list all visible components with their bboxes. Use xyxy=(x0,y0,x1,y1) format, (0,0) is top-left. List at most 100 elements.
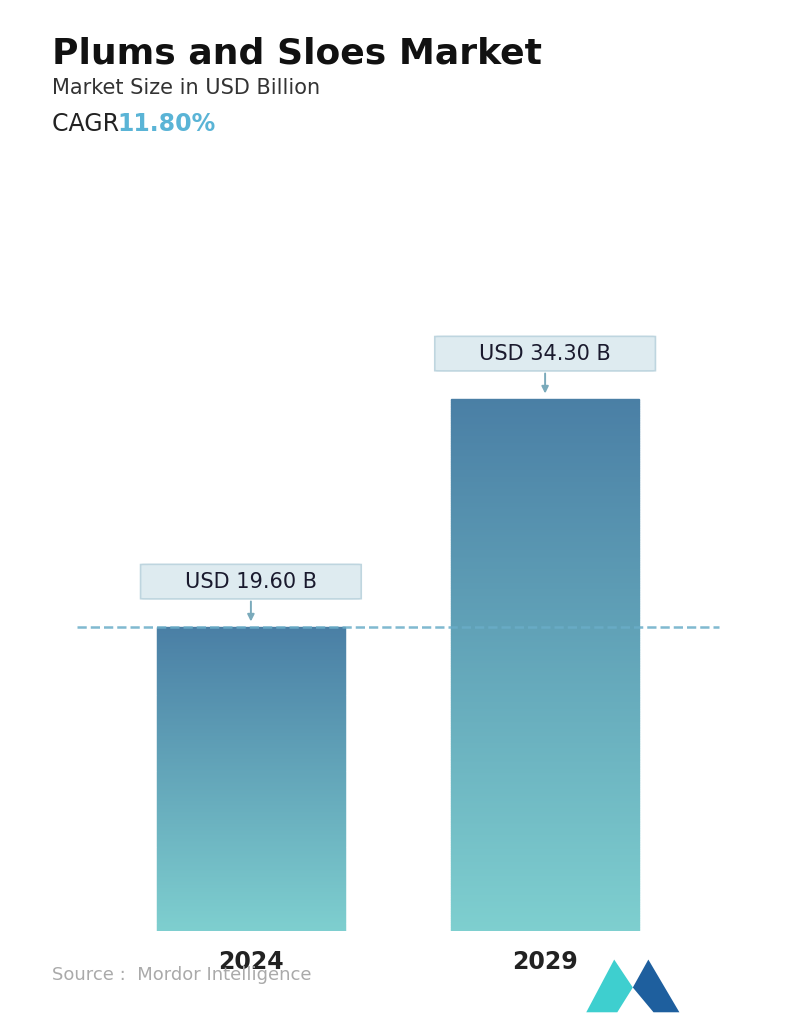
Bar xyxy=(451,567,638,569)
Bar xyxy=(451,594,638,596)
Bar xyxy=(451,648,638,650)
Bar xyxy=(451,698,638,700)
Bar xyxy=(451,569,638,571)
Bar xyxy=(451,690,638,691)
Bar xyxy=(451,810,638,812)
Bar xyxy=(451,863,638,865)
Bar xyxy=(451,546,638,548)
Bar xyxy=(451,652,638,653)
Bar xyxy=(451,635,638,636)
Bar xyxy=(451,454,638,455)
Bar xyxy=(451,461,638,462)
Bar xyxy=(451,598,638,599)
Bar xyxy=(451,494,638,496)
Bar xyxy=(451,400,638,402)
Bar xyxy=(451,744,638,747)
Text: 11.80%: 11.80% xyxy=(117,112,215,135)
Bar xyxy=(451,824,638,826)
Bar xyxy=(451,560,638,561)
Bar xyxy=(451,703,638,705)
Bar xyxy=(451,516,638,517)
Bar xyxy=(451,475,638,477)
Bar xyxy=(451,712,638,714)
Text: USD 34.30 B: USD 34.30 B xyxy=(479,343,611,364)
Bar xyxy=(451,685,638,686)
Bar xyxy=(451,628,638,629)
Bar xyxy=(451,491,638,492)
Bar xyxy=(451,608,638,610)
Bar xyxy=(451,626,638,628)
Bar xyxy=(451,529,638,531)
Bar xyxy=(451,784,638,785)
Bar xyxy=(451,574,638,576)
Bar xyxy=(451,514,638,516)
Bar xyxy=(451,923,638,925)
Bar xyxy=(451,766,638,767)
Bar xyxy=(451,504,638,505)
Polygon shape xyxy=(633,960,679,1012)
Bar xyxy=(451,697,638,698)
Bar xyxy=(451,653,638,656)
Bar xyxy=(451,450,638,452)
Bar xyxy=(451,549,638,551)
Bar xyxy=(451,911,638,913)
Bar xyxy=(451,604,638,606)
Bar xyxy=(451,764,638,766)
Bar xyxy=(451,865,638,866)
Bar xyxy=(451,791,638,792)
Bar xyxy=(451,801,638,803)
Bar xyxy=(451,782,638,784)
Bar xyxy=(451,787,638,789)
Bar xyxy=(451,774,638,777)
Bar xyxy=(451,477,638,479)
Bar xyxy=(451,748,638,750)
Bar xyxy=(451,650,638,652)
Bar xyxy=(451,759,638,760)
Bar xyxy=(451,611,638,613)
Bar xyxy=(451,680,638,682)
Bar xyxy=(451,615,638,616)
Bar xyxy=(451,927,638,929)
Bar xyxy=(451,524,638,526)
Bar xyxy=(451,407,638,409)
Bar xyxy=(451,613,638,615)
Bar xyxy=(451,469,638,472)
Bar xyxy=(451,558,638,560)
Bar xyxy=(451,817,638,819)
Bar xyxy=(451,716,638,718)
Bar xyxy=(451,467,638,469)
Bar xyxy=(451,828,638,829)
Bar xyxy=(451,509,638,511)
Bar xyxy=(451,866,638,869)
Bar xyxy=(451,792,638,794)
Bar xyxy=(451,573,638,574)
Bar xyxy=(451,472,638,474)
Bar xyxy=(451,641,638,643)
Bar xyxy=(451,631,638,633)
Bar xyxy=(451,484,638,486)
Bar xyxy=(451,903,638,904)
Bar xyxy=(451,418,638,420)
Bar xyxy=(451,658,638,660)
Bar xyxy=(451,841,638,842)
Bar xyxy=(451,656,638,658)
Bar xyxy=(451,661,638,663)
Bar xyxy=(451,424,638,425)
Bar xyxy=(451,769,638,771)
Text: USD 19.60 B: USD 19.60 B xyxy=(185,572,317,591)
Bar xyxy=(451,452,638,454)
Bar xyxy=(451,785,638,787)
Bar xyxy=(451,449,638,450)
Text: CAGR: CAGR xyxy=(52,112,134,135)
Bar xyxy=(451,816,638,817)
Bar xyxy=(451,881,638,883)
Bar xyxy=(451,489,638,491)
Bar xyxy=(451,752,638,753)
Bar xyxy=(451,459,638,461)
Bar xyxy=(451,507,638,509)
Bar xyxy=(451,402,638,404)
Bar xyxy=(451,826,638,828)
Bar xyxy=(451,417,638,418)
Bar xyxy=(451,849,638,851)
Bar xyxy=(451,599,638,601)
